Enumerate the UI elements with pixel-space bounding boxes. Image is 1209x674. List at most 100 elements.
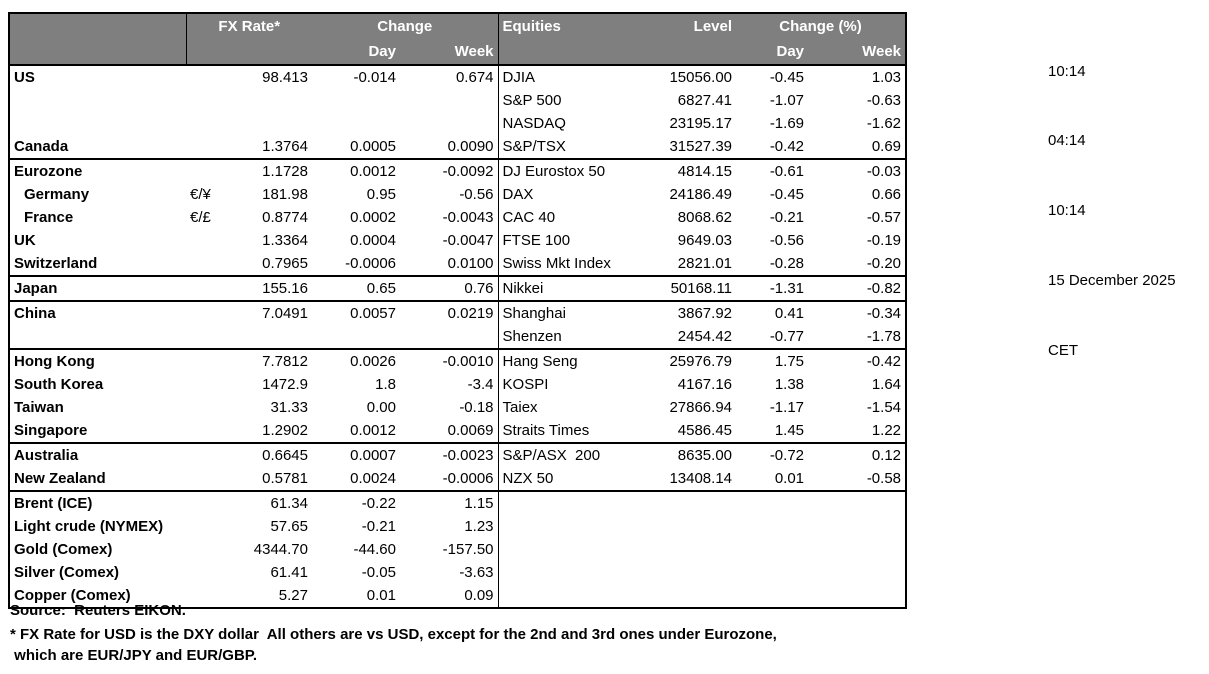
equity-level-value: 2821.01	[641, 252, 737, 277]
equity-level-value: 23195.17	[669, 115, 733, 132]
equity-week-change-value: -0.57	[866, 209, 902, 226]
fx-day-change-value: -0.05	[361, 564, 396, 581]
fx-rate-value: 1472.9	[262, 376, 308, 393]
fx-rate-value: 5.27	[278, 587, 308, 604]
timestamp-line: 10:14	[1048, 62, 1086, 80]
equity-day-change-value	[736, 491, 808, 515]
country-label	[9, 325, 186, 350]
equity-week-change-value: -1.78	[808, 325, 907, 350]
fx-rate-value: 0.5781	[215, 467, 312, 492]
table-row: Gold (Comex) 4344.70 -44.60 -157.50	[9, 538, 906, 561]
fx-week-change-value: 1.23	[400, 515, 499, 538]
table-row: China 7.0491 0.0057 0.0219 Shanghai 3867.92 0.…	[9, 301, 906, 325]
equity-name	[498, 491, 641, 515]
currency-pair-label	[186, 252, 215, 277]
fx-week-change-value	[400, 89, 499, 112]
equities-header: Equities	[498, 13, 642, 39]
fx-day-change-value: 0.0024	[312, 467, 400, 492]
equity-week-change-value	[808, 491, 906, 515]
equity-name	[498, 561, 641, 584]
fx-day-change-value: 0.65	[312, 276, 400, 302]
equity-day-change-value: -0.28	[736, 252, 809, 277]
level-header: Level	[641, 13, 737, 39]
equity-day-change-value: -1.31	[736, 276, 809, 302]
currency-pair-label	[186, 229, 215, 252]
equity-level-value: 4814.15	[677, 163, 733, 180]
equity-day-change-value	[736, 515, 808, 538]
equity-day-change-value: 1.75	[774, 353, 805, 370]
table-row: Taiwan 31.33 0.00 -0.18 Taiex 27866.94 -1.17 -1…	[9, 396, 906, 419]
equity-week-change-value: -0.63	[866, 92, 902, 109]
equity-day-change-value: 0.41	[774, 305, 805, 322]
header-blank	[641, 39, 737, 66]
equity-day-change-value: -0.21	[769, 209, 805, 226]
equity-level-value: 8068.62	[677, 209, 733, 226]
equity-name: S&P/ASX 200	[502, 447, 601, 464]
fx-day-change-value: -44.60	[353, 541, 396, 558]
equity-name: DJ Eurostox 50	[502, 163, 606, 180]
fx-day-change-value: 0.0004	[350, 232, 396, 249]
equity-day-change-value: 1.45	[736, 419, 809, 444]
currency-pair-label	[186, 443, 215, 467]
equity-name: Taiex	[502, 399, 538, 416]
fx-rate-value: 7.7812	[262, 353, 308, 370]
equities-week-header: Week	[808, 39, 907, 66]
fx-day-change-value	[312, 89, 400, 112]
currency-pair-label	[186, 467, 215, 492]
equity-name	[498, 538, 641, 561]
equity-level-value	[641, 491, 736, 515]
table-row: Shenzen 2454.42 -0.77 -1.78	[9, 325, 907, 350]
currency-pair-label	[186, 325, 215, 350]
country-label: China	[14, 305, 56, 322]
equity-week-change-value: 0.69	[808, 135, 907, 160]
fx-rate-value: 0.7965	[215, 252, 312, 277]
currency-pair-label	[186, 112, 215, 135]
equity-day-change-value: -0.45	[769, 69, 805, 86]
currency-pair-label	[186, 491, 215, 515]
table-row: Silver (Comex) 61.41 -0.05 -3.63	[9, 561, 906, 584]
equity-week-change-value: -0.82	[808, 276, 907, 302]
fx-rate-header: FX Rate*	[186, 13, 312, 39]
table-row: Light crude (NYMEX) 57.65 -0.21 1.23	[9, 515, 906, 538]
fx-rate-value: 1.3364	[262, 232, 308, 249]
fx-week-change-value: -0.0010	[400, 349, 499, 373]
equity-level-value	[641, 515, 736, 538]
currency-pair-label	[186, 584, 215, 608]
equity-level-value: 25976.79	[669, 353, 733, 370]
table-row: US 98.413 -0.014 0.674 DJIA 15056.00 -0.45 1.03	[9, 65, 906, 89]
equity-name: Hang Seng	[502, 353, 578, 370]
fx-week-change-value: -0.0006	[400, 467, 499, 492]
table-row: NASDAQ 23195.17 -1.69 -1.62	[9, 112, 906, 135]
equity-week-change-value: -0.34	[866, 305, 902, 322]
table-row: Singapore 1.2902 0.0012 0.0069 Straits Times…	[9, 419, 907, 444]
fx-rate-value: 1.3764	[215, 135, 312, 160]
fx-day-change-value: 0.0002	[350, 209, 396, 226]
fx-footnote-line2: which are EUR/JPY and EUR/GBP.	[10, 647, 258, 664]
equity-name: S&P/TSX	[498, 135, 642, 160]
fx-day-change-value: -0.21	[361, 518, 396, 535]
timezone-line: CET	[1048, 342, 1078, 360]
fx-week-change-value: 0.0100	[400, 252, 499, 277]
fx-rate-value: 1.2902	[215, 419, 312, 444]
fx-week-change-value: -0.18	[400, 396, 499, 419]
equity-day-change-value: -0.77	[736, 325, 809, 350]
fx-rate-value	[215, 89, 312, 112]
equity-level-value: 2454.42	[641, 325, 737, 350]
equity-day-change-value: -0.56	[769, 232, 805, 249]
country-label: New Zealand	[9, 467, 186, 492]
country-label: Germany	[24, 186, 90, 203]
fx-rate-value: 61.41	[270, 564, 308, 581]
equity-week-change-value: -1.54	[866, 399, 902, 416]
table-row: Copper (Comex) 5.27 0.01 0.09	[9, 584, 906, 608]
table-row: Eurozone 1.1728 0.0012 -0.0092 DJ Eurostox 5…	[9, 159, 906, 183]
equity-day-change-value: -0.61	[769, 163, 805, 180]
equity-name: Straits Times	[498, 419, 642, 444]
currency-pair-label: €/¥	[190, 186, 211, 203]
currency-pair-label	[186, 515, 215, 538]
table-row: France €/£ 0.8774 0.0002 -0.0043 CAC 40 8068.6…	[9, 206, 906, 229]
equity-week-change-value: -0.19	[866, 232, 902, 249]
equity-level-value: 31527.39	[641, 135, 737, 160]
fx-rate-value: 181.98	[262, 186, 308, 203]
fx-week-change-value: 0.674	[400, 65, 499, 89]
